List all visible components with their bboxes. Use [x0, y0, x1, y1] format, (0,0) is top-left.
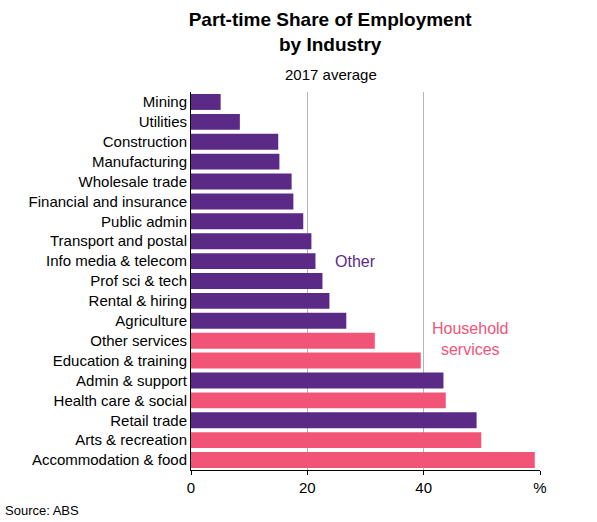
svg-text:Rental & hiring: Rental & hiring — [89, 292, 187, 309]
svg-text:Other services: Other services — [90, 332, 187, 349]
svg-text:Prof sci & tech: Prof sci & tech — [90, 272, 187, 289]
svg-text:Wholesale trade: Wholesale trade — [79, 173, 187, 190]
svg-text:Info media & telecom: Info media & telecom — [46, 252, 187, 269]
svg-text:Part-time Share of Employmentb: Part-time Share of Employmentby Industry — [189, 9, 473, 55]
svg-text:Admin & support: Admin & support — [76, 372, 188, 389]
svg-text:Health care & social: Health care & social — [54, 392, 187, 409]
svg-text:Source: ABS: Source: ABS — [5, 503, 79, 518]
svg-text:Transport and postal: Transport and postal — [50, 232, 187, 249]
svg-text:0: 0 — [187, 479, 195, 496]
svg-text:%: % — [533, 479, 546, 496]
svg-text:Retail trade: Retail trade — [110, 412, 187, 429]
svg-text:Financial and insurance: Financial and insurance — [29, 193, 187, 210]
svg-text:Utilities: Utilities — [139, 113, 187, 130]
svg-text:20: 20 — [299, 479, 316, 496]
svg-text:Manufacturing: Manufacturing — [92, 153, 187, 170]
svg-text:Agriculture: Agriculture — [115, 312, 187, 329]
svg-text:Householdservices: Householdservices — [432, 320, 509, 358]
svg-text:Construction: Construction — [103, 133, 187, 150]
svg-text:Mining: Mining — [143, 93, 187, 110]
svg-text:40: 40 — [415, 479, 432, 496]
svg-text:Education & training: Education & training — [53, 352, 187, 369]
svg-text:Arts & recreation: Arts & recreation — [75, 431, 187, 448]
svg-text:Other: Other — [335, 253, 376, 270]
svg-text:Public admin: Public admin — [101, 213, 187, 230]
svg-text:2017 average: 2017 average — [285, 66, 377, 83]
svg-text:Accommodation & food: Accommodation & food — [32, 451, 187, 468]
